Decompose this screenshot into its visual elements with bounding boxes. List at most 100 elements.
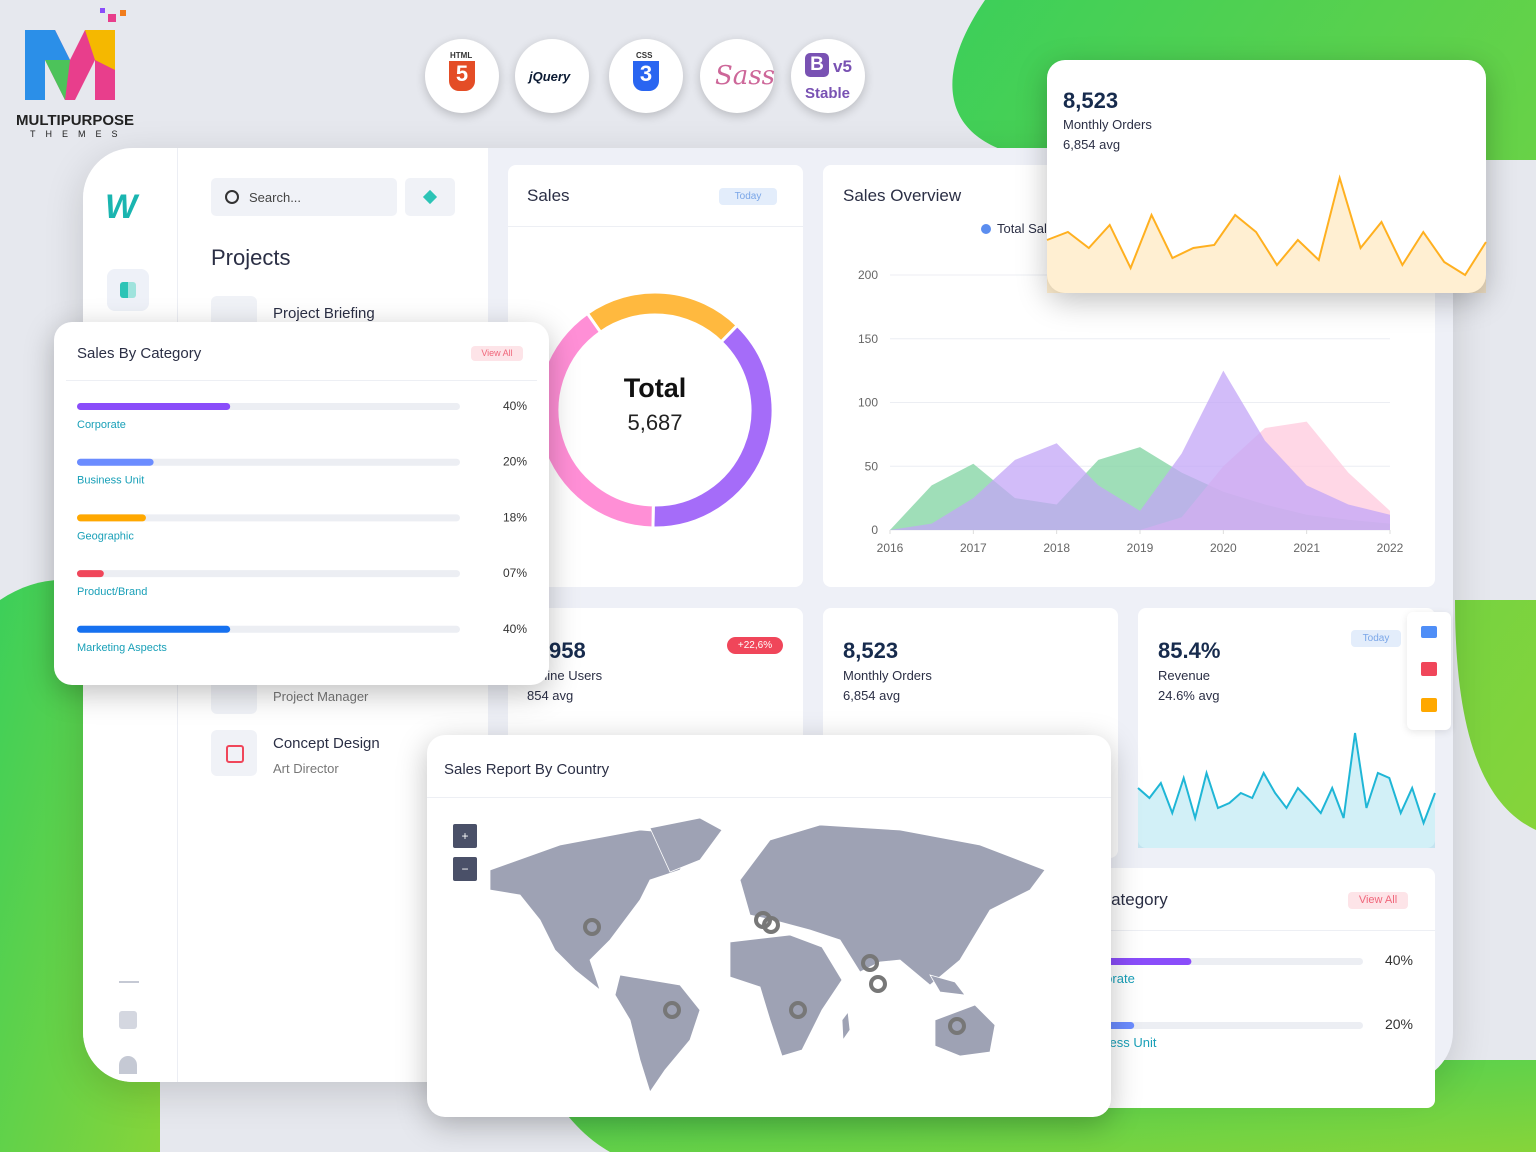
card-title: Sales By Category (77, 345, 202, 362)
value-label: 20% (503, 455, 527, 469)
app-logo: W (105, 188, 138, 226)
progress-track (1077, 1022, 1363, 1029)
x-tick-label: 2022 (1377, 541, 1404, 555)
brand-logo (25, 8, 126, 100)
donut-center-value: 5,687 (627, 410, 683, 435)
search-box[interactable]: Search... (211, 178, 397, 216)
css-badge: CSS 3 (609, 39, 683, 113)
stat-avg: 6,854 avg (1063, 137, 1121, 152)
badge-text: CSS (636, 51, 653, 60)
badge-text: Stable (805, 85, 851, 102)
stat-label: Revenue (1158, 668, 1211, 683)
x-tick-label: 2019 (1127, 541, 1154, 555)
nav-icon[interactable] (119, 1056, 137, 1074)
zoom-in-button[interactable]: + (453, 824, 477, 848)
category-bars: 40% Corporate 20% Business Unit 18% Geographi… (77, 399, 527, 654)
map-marker[interactable] (762, 916, 780, 934)
brand-tagline: THEMES (30, 129, 128, 139)
nav-icon[interactable] (107, 269, 149, 311)
view-all-button[interactable]: View All (471, 346, 523, 361)
stat-value: 958 (549, 638, 586, 663)
tool-icon[interactable] (1421, 626, 1437, 638)
y-tick-label: 100 (858, 396, 878, 410)
y-tick-label: 50 (865, 459, 879, 473)
legend-marker (981, 224, 991, 234)
x-tick-label: 2020 (1210, 541, 1237, 555)
stat-value: 85.4% (1158, 638, 1221, 663)
nav-icon[interactable] (119, 1011, 137, 1029)
divider (66, 380, 537, 381)
jquery-badge: jQuery (515, 39, 589, 113)
html-badge: HTML 5 (425, 39, 499, 113)
badge-text: 5 (449, 61, 475, 91)
badge-text: Sass (715, 61, 775, 91)
badge-text: B (805, 53, 829, 77)
category-label: Product/Brand (77, 586, 147, 598)
badge-text: jQuery (529, 69, 571, 84)
progress-bar (77, 403, 231, 410)
x-tick-label: 2018 (1043, 541, 1070, 555)
view-all-button[interactable]: View All (1348, 892, 1408, 909)
y-tick-label: 0 (871, 523, 878, 537)
map-marker[interactable] (948, 1017, 966, 1035)
category-label: Marketing Aspects (77, 642, 167, 654)
progress-bar (77, 514, 146, 522)
item-subtitle: Art Director (273, 761, 339, 776)
card-title: Sales Report By Country (444, 761, 610, 778)
progress-bar (77, 570, 104, 578)
area-chart: 0 50 100 150 200 2016 2017 2018 2019 2020 2021 2022 (858, 268, 1404, 555)
sparkline-area (1138, 733, 1435, 848)
brand-name: MULTIPURPOSE (16, 112, 135, 129)
orders-popup: 8,523 Monthly Orders 6,854 avg (1047, 60, 1486, 293)
stat-avg: 6,854 avg (843, 688, 901, 703)
map-marker[interactable] (789, 1001, 807, 1019)
divider (1000, 930, 1435, 931)
map-marker[interactable] (583, 918, 601, 936)
progress-bar (77, 458, 154, 466)
x-tick-label: 2016 (877, 541, 904, 555)
tool-icon[interactable] (1421, 698, 1437, 712)
progress-bar (77, 625, 231, 633)
tool-icon[interactable] (1421, 662, 1437, 676)
category-label: Geographic (77, 530, 134, 542)
item-subtitle: Project Manager (273, 689, 369, 704)
tool-panel (1407, 612, 1451, 730)
stat-value: 8,523 (843, 638, 899, 663)
donut-segment (535, 311, 655, 530)
value-label: 40% (1385, 952, 1413, 968)
section-title: Projects (211, 245, 291, 270)
progress-track (77, 570, 460, 578)
sass-badge: Sass (700, 39, 775, 113)
search-placeholder: Search... (249, 190, 302, 205)
nav-icon[interactable] (119, 965, 139, 983)
map-marker[interactable] (663, 1001, 681, 1019)
donut-chart (535, 290, 775, 530)
map-marker[interactable] (869, 975, 887, 993)
map-marker[interactable] (861, 954, 879, 972)
value-label: 07% (503, 566, 527, 580)
filter-dropdown[interactable]: Today (719, 188, 777, 205)
value-label: 18% (503, 510, 527, 524)
badge-text: 3 (633, 61, 659, 91)
value-label: 40% (503, 399, 527, 413)
legend-label: Total Sales (997, 221, 1061, 236)
item-title[interactable]: Project Briefing (273, 305, 375, 322)
zoom-out-button[interactable]: − (453, 857, 477, 881)
y-tick-label: 150 (858, 332, 878, 346)
change-badge: +22,6% (727, 637, 783, 654)
bootstrap-badge: B v5 Stable (791, 39, 865, 113)
orders-sparkline (1046, 174, 1487, 293)
filter-dropdown[interactable]: Today (1351, 630, 1401, 647)
filter-button[interactable] (405, 178, 455, 216)
sparkline-area (1047, 178, 1486, 293)
item-title[interactable]: Concept Design (273, 735, 380, 752)
progress-track (77, 514, 460, 522)
y-tick-label: 200 (858, 268, 878, 282)
divider (427, 797, 1111, 798)
divider (508, 226, 803, 227)
badge-text: v5 (833, 57, 852, 76)
revenue-sparkline (1137, 732, 1436, 848)
donut-center-title: Total (623, 373, 687, 403)
